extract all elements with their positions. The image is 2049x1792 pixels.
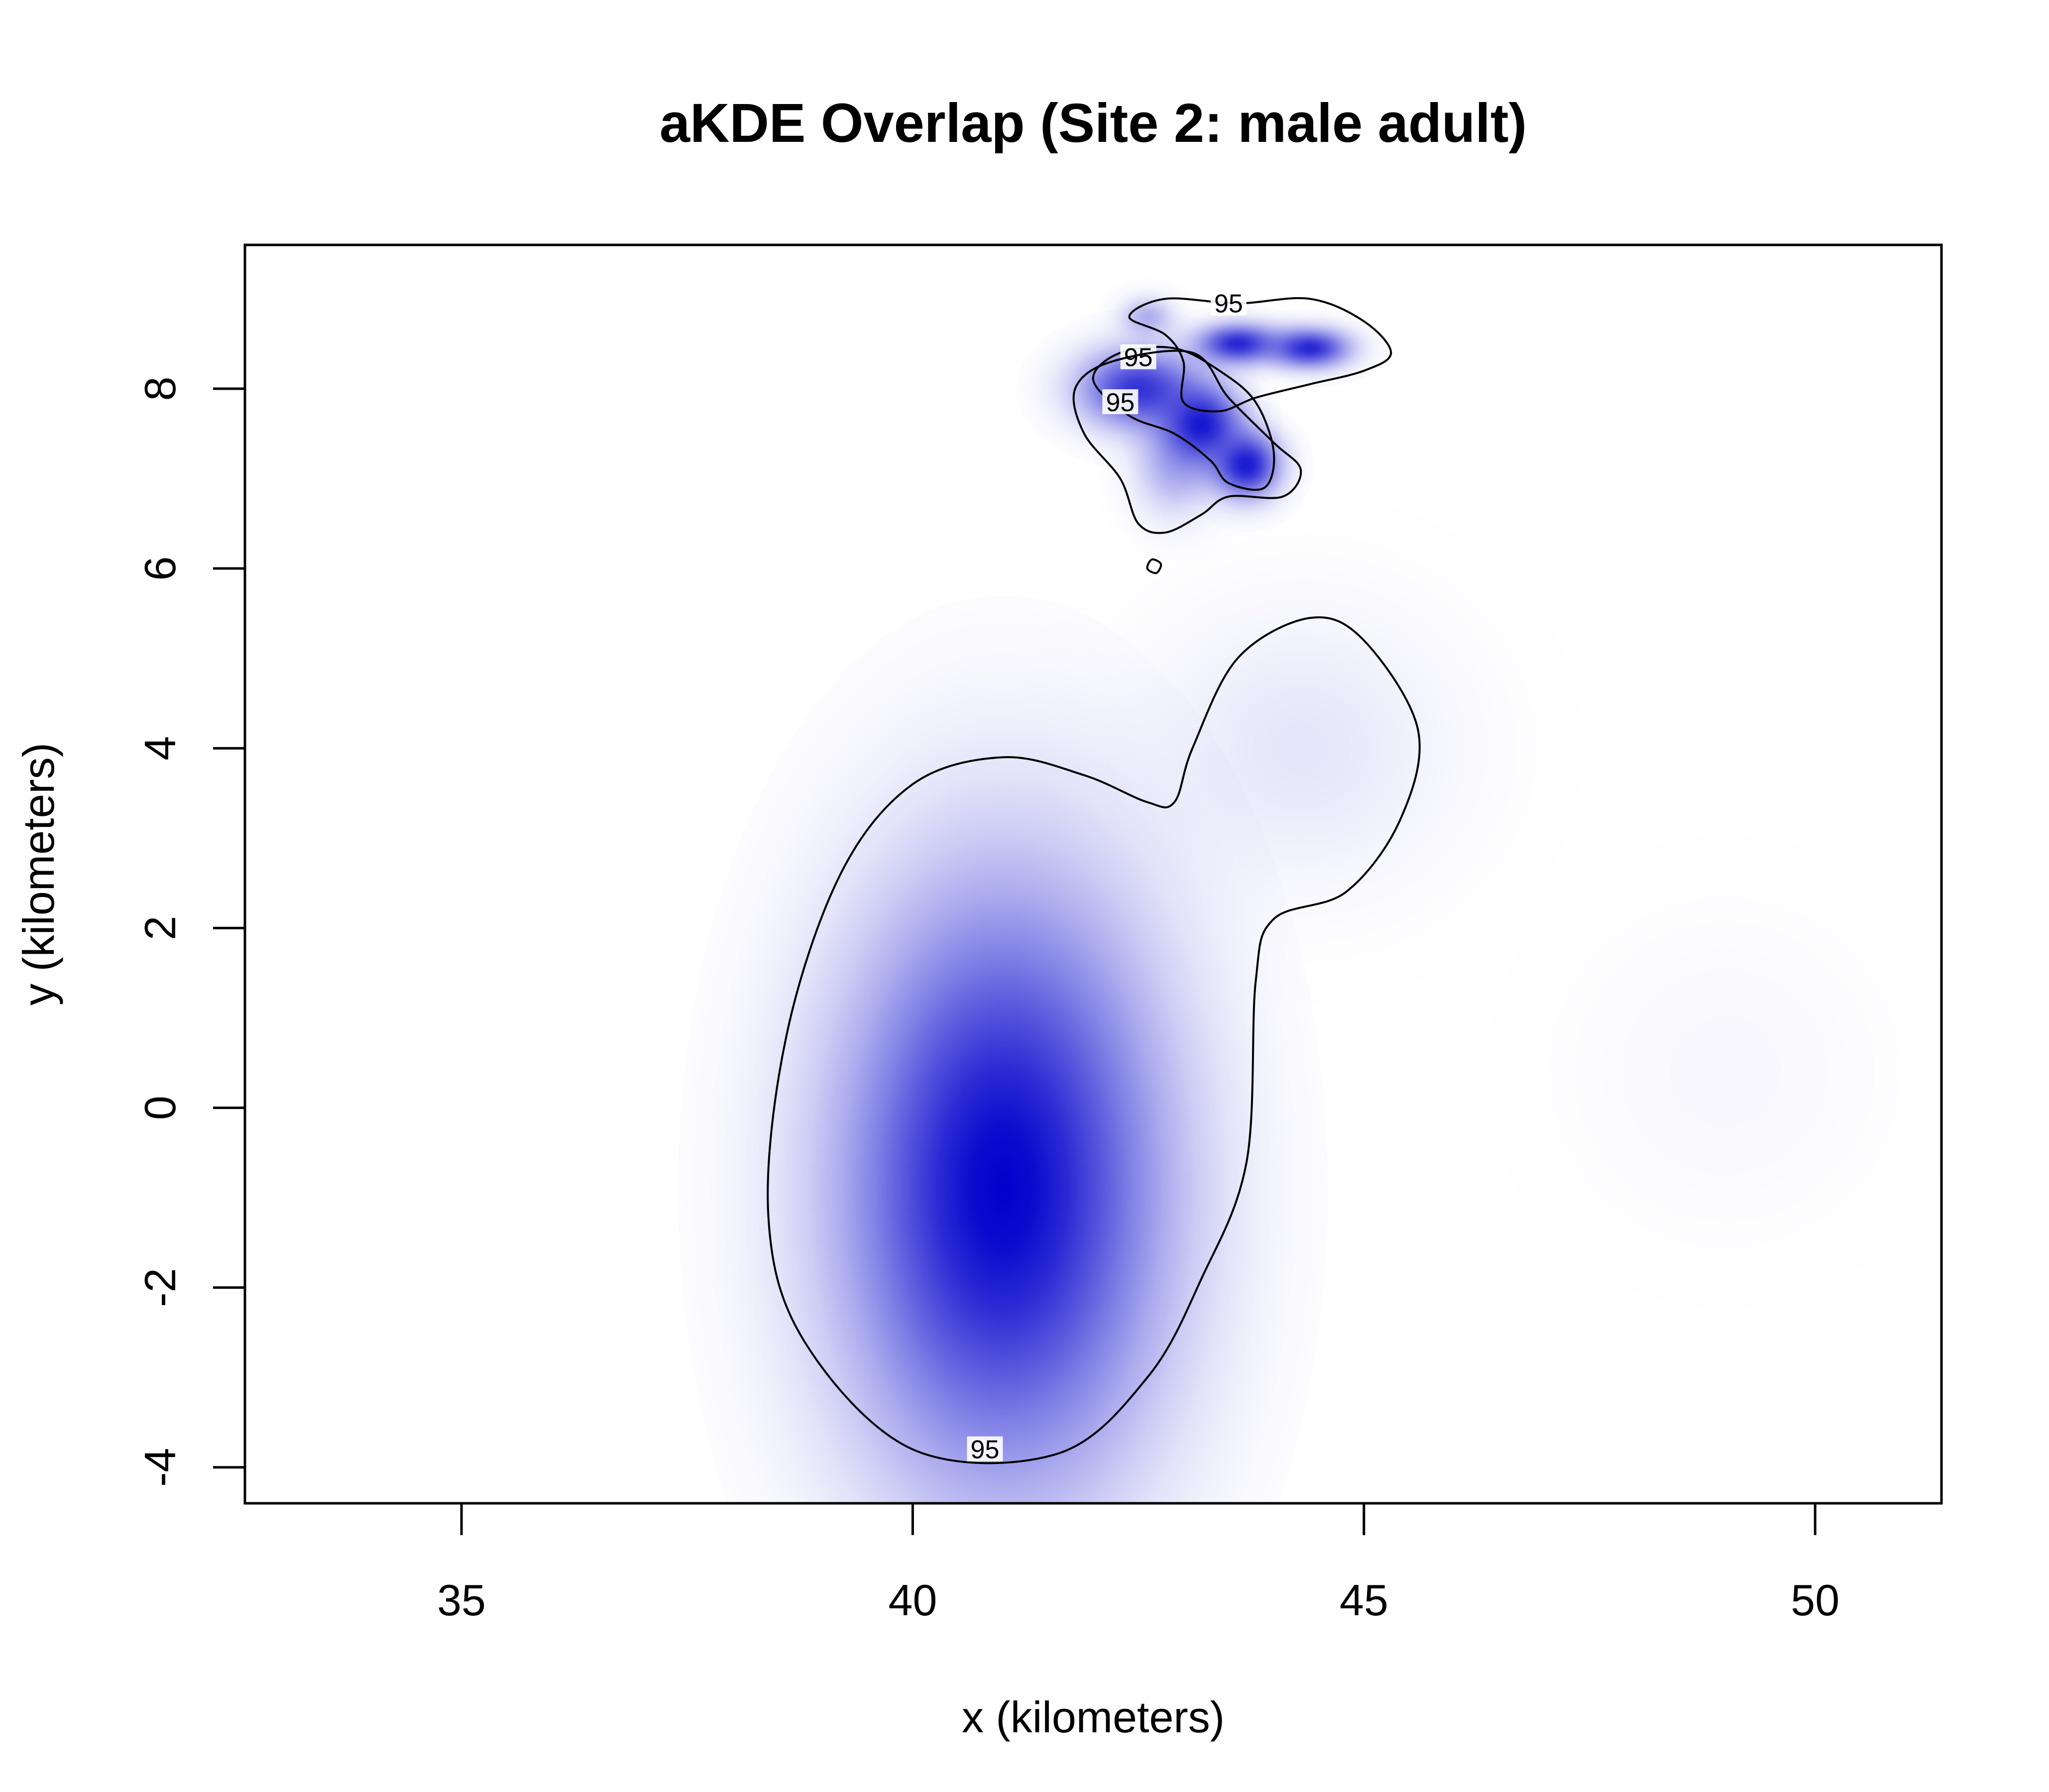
- chart-title: aKDE Overlap (Site 2: male adult): [660, 93, 1527, 154]
- x-tick-label: 35: [437, 1575, 486, 1625]
- y-axis-label: y (kilometers): [14, 743, 63, 1006]
- contour-line: [1128, 297, 1392, 413]
- y-tick-label: -4: [135, 1448, 185, 1487]
- y-tick-label: 0: [135, 1096, 185, 1120]
- density-kernel: [1093, 276, 1202, 357]
- contour-line: [1146, 558, 1162, 574]
- contour-line: [1072, 349, 1302, 534]
- density-kernel: [1003, 478, 1599, 1018]
- density-kernel: [1427, 775, 1941, 1368]
- y-tick-label: 4: [135, 736, 185, 761]
- y-tick-label: -2: [135, 1268, 185, 1307]
- plot-frame: [243, 243, 1943, 1505]
- x-tick-label: 45: [1340, 1575, 1388, 1625]
- contour-label-bg: [967, 1436, 1003, 1461]
- contour-line: [767, 616, 1421, 1464]
- y-tick-label: 6: [135, 557, 185, 581]
- x-axis: 35 40 45 50: [437, 1503, 1839, 1625]
- y-tick-label: 8: [135, 376, 185, 401]
- contour-label-bg: [1102, 389, 1138, 414]
- contour-label-bg: [1210, 290, 1247, 316]
- contour-label: 95: [1106, 388, 1135, 417]
- y-tick-label: 2: [135, 916, 185, 940]
- x-tick-label: 50: [1791, 1575, 1839, 1625]
- y-axis: -4 -2 0 2 4 6 8: [135, 376, 245, 1487]
- x-tick-label: 40: [889, 1575, 937, 1625]
- contour-label: 95: [1214, 289, 1243, 318]
- density-kernel: [1228, 308, 1391, 389]
- x-axis-label: x (kilometers): [962, 1692, 1225, 1742]
- density-surface: [678, 276, 1941, 1503]
- contour-label: 95: [971, 1436, 1000, 1464]
